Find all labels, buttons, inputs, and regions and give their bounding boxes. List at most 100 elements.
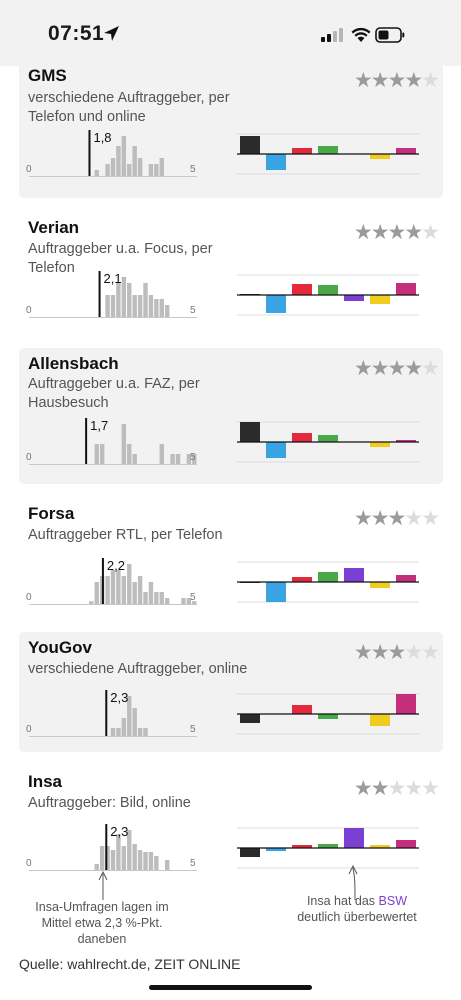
axis-min-label: 0 [26,592,32,603]
hist-bar [116,146,121,176]
hist-bar [127,830,132,870]
deviation-bar-fdp [370,845,390,848]
card-title: Allensbach [28,354,119,373]
deviation-bar-bsw [344,295,364,301]
deviation-bar-spd [292,284,312,295]
hist-bar [105,846,110,870]
deviation-bar-cdu [240,848,260,857]
hist-bar [148,164,154,176]
hist-bar [148,852,154,870]
hist-bar [154,592,159,604]
annotation-bsw-party: BSW [378,894,408,908]
hist-bar [154,164,159,176]
card-chart: 0 52,3 [26,824,419,871]
hist-bar [159,158,164,176]
card-title: Forsa [28,504,75,523]
rating-stars: ★★★★★ [353,777,440,800]
deviation-bar-bsw [344,828,364,848]
card-subtitle: Auftraggeber: Bild, online [28,795,191,811]
deviation-bar-afd [266,442,286,458]
hist-bar [148,295,154,317]
hist-bar [110,295,116,317]
hist-bar [137,295,143,317]
rating-stars: ★★★★★ [353,69,440,92]
star-filled-icon: ★ [353,221,373,244]
deviation-bar-linke [396,575,416,582]
card-yougov: YouGov ★★★★★ verschiedene Auftraggeber, … [19,632,443,752]
star-filled-icon: ★ [404,221,423,244]
hist-bar [127,283,132,317]
axis-min-label: 0 [26,724,32,735]
deviation-bar-fdp [370,295,390,304]
hist-bar [137,850,143,870]
deviation-bar-afd [266,154,286,170]
card-subtitle: verschiedene Auftraggeber, per Telefon u… [28,90,230,125]
star-filled-icon: ★ [353,69,373,92]
hist-bar [137,576,143,604]
card-subtitle: verschiedene Auftraggeber, online [28,661,248,677]
hist-bar [186,598,192,604]
hist-bar [121,277,127,317]
axis-max-label: 5 [190,858,196,869]
hist-bar [159,444,164,464]
hist-bar [99,846,105,870]
annotation-insa-bsw: Insa hat das BSW deutlich überbewertet [272,893,442,925]
hist-bar [116,728,121,736]
hist-bar [186,454,192,464]
star-empty-icon: ★ [404,777,423,800]
hist-bar [164,305,170,317]
hist-bar [121,424,127,464]
deviation-bar-gruene [318,572,338,582]
star-filled-icon: ★ [387,641,407,664]
deviation-bar-fdp [370,442,390,447]
star-filled-icon: ★ [387,69,407,92]
hist-bar [170,454,175,464]
hist-bar [137,728,143,736]
hist-bar [121,846,127,870]
axis-max-label: 5 [190,592,196,603]
mean-label: 1,8 [93,130,111,145]
card-chart: 0 51,7 [26,418,419,465]
star-filled-icon: ★ [370,641,390,664]
mean-label: 2,3 [110,824,128,839]
cellular-signal-icon [321,28,343,42]
hist-bar [132,844,137,870]
deviation-bar-gruene [318,714,338,719]
hist-bar [192,454,197,464]
annotation-arrows [98,864,358,901]
hist-bar [148,582,154,604]
wifi-icon [351,27,371,42]
annotation-bsw-prefix: Insa hat das [306,894,376,908]
hist-bar [94,582,99,604]
hist-bar [154,856,159,870]
deviation-bar-gruene [318,435,338,442]
deviation-bar-linke [396,840,416,848]
card-chart: 0 51,8 [26,130,419,177]
hist-bar [127,164,132,176]
hist-bar [132,708,137,736]
deviation-bar-linke [396,283,416,295]
deviation-bar-spd [292,577,312,582]
hist-bar [143,592,148,604]
mean-label: 2,3 [110,690,128,705]
card-gms: GMS ★★★★★ verschiedene Auftraggeber, per… [19,62,443,198]
hist-bar [110,158,116,176]
hist-bar [132,295,137,317]
home-indicator[interactable] [149,985,312,990]
mean-label: 1,7 [90,418,108,433]
card-title: YouGov [28,638,92,657]
hist-bar [94,864,99,870]
deviation-bar-afd [266,295,286,313]
hist-bar [110,850,116,870]
star-filled-icon: ★ [353,641,373,664]
deviation-bar-cdu [240,714,260,723]
annotation-insa-error: Insa-Umfragen lagen im Mittel etwa 2,3 %… [35,900,169,946]
star-empty-icon: ★ [421,507,440,530]
deviation-bar-linke [396,440,416,442]
annotation-bsw-suffix: deutlich überbewertet [297,910,417,924]
deviation-bar-spd [292,433,312,442]
hist-bar [159,299,164,317]
star-filled-icon: ★ [353,777,373,800]
hist-bar [127,696,132,736]
star-filled-icon: ★ [387,221,407,244]
